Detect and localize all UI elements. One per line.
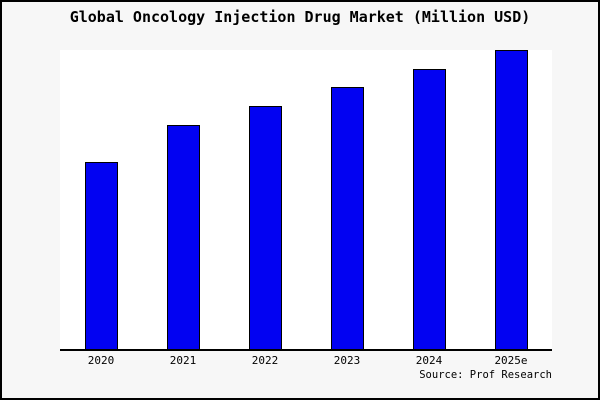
x-tick-label-2023: 2023 <box>333 354 361 367</box>
bar-2020 <box>84 162 118 349</box>
bar-2025e <box>494 50 528 349</box>
source-credit: Source: Prof Research <box>419 369 552 381</box>
plot-area <box>60 50 552 351</box>
bar-2022 <box>248 106 282 349</box>
x-tick-label-2025e: 2025e <box>494 354 528 367</box>
x-tick-label-2024: 2024 <box>415 354 443 367</box>
x-tick-label-2022: 2022 <box>251 354 279 367</box>
bar-2024 <box>412 69 446 349</box>
x-tick-label-2020: 2020 <box>87 354 115 367</box>
chart-title: Global Oncology Injection Drug Market (M… <box>69 8 531 26</box>
bar-2021 <box>166 125 200 349</box>
x-tick-label-2021: 2021 <box>169 354 197 367</box>
bar-2023 <box>330 87 364 349</box>
